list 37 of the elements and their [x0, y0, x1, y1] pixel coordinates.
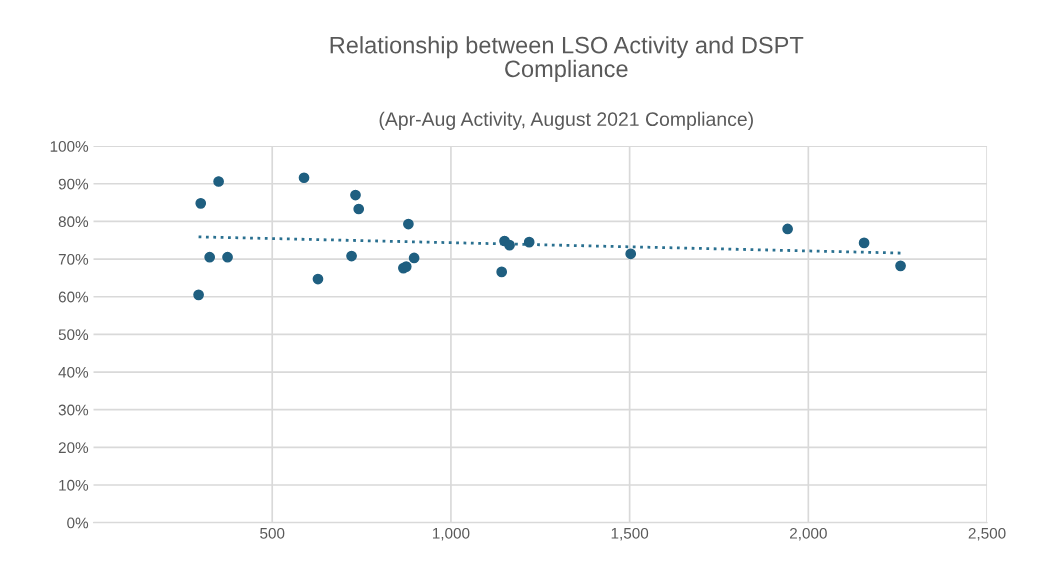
point — [353, 203, 365, 215]
x-tick-label: 1,500 — [611, 527, 649, 541]
point — [195, 198, 207, 209]
y-tick-label: 10% — [59, 479, 89, 491]
y-tick-label: 40% — [58, 366, 89, 378]
point — [193, 289, 204, 301]
y-tick-label: 0% — [67, 517, 89, 529]
point — [504, 239, 515, 251]
point — [298, 172, 310, 184]
point — [496, 266, 508, 278]
chart-title: Relationship between LSO Activity and DSPT Compliance — [330, 36, 804, 82]
y-tick-label: 30% — [58, 404, 89, 416]
point — [523, 236, 535, 248]
point — [204, 251, 216, 263]
x-tick-label: 2,000 — [790, 527, 827, 541]
point — [312, 273, 324, 285]
x-tick-label: 2,500 — [968, 527, 1006, 541]
x-tick-label: 1,000 — [432, 527, 470, 541]
y-tick-label: 20% — [58, 442, 89, 454]
y-tick-label: 60% — [58, 291, 89, 303]
point — [782, 223, 793, 235]
point — [858, 237, 870, 249]
point — [895, 260, 906, 272]
x-tick-label: 500 — [260, 527, 285, 539]
y-tick-label: 100% — [50, 140, 89, 152]
point — [346, 250, 357, 262]
point — [403, 218, 414, 230]
chart-subtitle: (Apr-Aug Activity, August 2021 Compliance) — [379, 111, 753, 130]
point — [408, 252, 420, 264]
point — [222, 251, 233, 263]
y-tick-label: 80% — [58, 216, 89, 228]
y-tick-label: 90% — [58, 178, 89, 190]
y-tick-label: 70% — [58, 253, 89, 265]
point — [625, 248, 637, 260]
y-tick-label: 50% — [58, 329, 89, 341]
point — [350, 189, 361, 201]
point — [213, 176, 224, 187]
